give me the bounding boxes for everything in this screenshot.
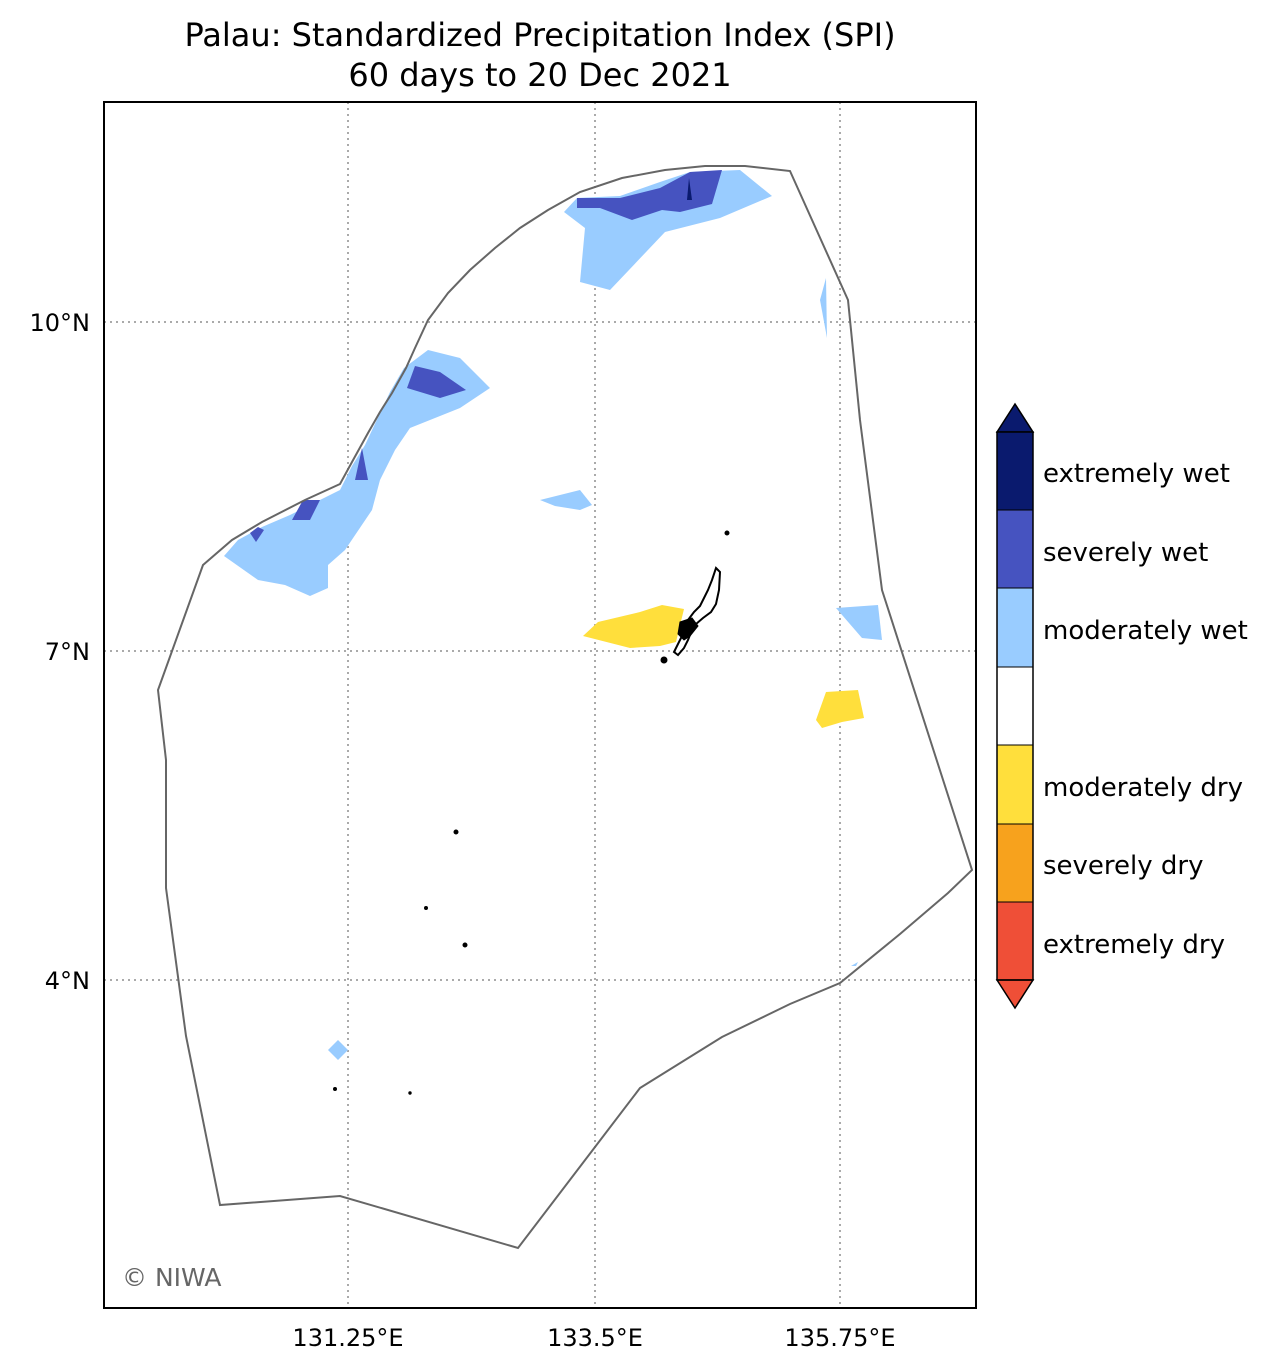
colorbar-segment-extremely-wet <box>997 432 1033 510</box>
severe-wet-west-1 <box>355 448 368 480</box>
spi-colorbar: extremely wet severely wet moderately we… <box>995 402 1248 1010</box>
eez-boundary <box>156 165 974 1250</box>
colorbar-label: severely dry <box>1043 851 1204 881</box>
sonsorol-island <box>453 829 459 835</box>
severely-wet-areas <box>250 170 722 542</box>
babeldaob-island <box>672 566 722 657</box>
wet-area-southeast <box>851 962 858 966</box>
tobi-island <box>333 1087 337 1091</box>
colorbar-segment-normal <box>997 667 1033 745</box>
map-title-line1: Palau: Standardized Precipitation Index … <box>184 16 895 54</box>
severe-wet-west-3 <box>250 527 264 542</box>
extremely-wet-areas <box>687 178 692 200</box>
helen-reef <box>408 1091 412 1095</box>
palau-land <box>333 530 730 1095</box>
moderately-dry-areas <box>583 605 864 728</box>
colorbar-segment-severely-wet <box>997 510 1033 588</box>
colorbar-dividers <box>997 509 1033 903</box>
kayangel-island <box>724 530 730 536</box>
koror-islands <box>677 617 699 641</box>
colorbar-border <box>996 431 1034 981</box>
colorbar-segment-moderately-dry <box>997 745 1033 824</box>
dry-area-east <box>816 690 864 728</box>
peleliu-island <box>660 656 668 664</box>
x-tick-label: 135.75°E <box>784 1324 895 1352</box>
wet-area-central <box>540 490 592 510</box>
y-tick-label: 4°N <box>45 967 90 995</box>
wet-area-northeast <box>820 278 827 338</box>
wet-area-south <box>328 1040 348 1060</box>
dry-area-central <box>583 605 684 648</box>
gridlines <box>104 102 976 1308</box>
colorbar-label: extremely wet <box>1043 459 1230 489</box>
colorbar-extend-top-arrow <box>995 402 1035 433</box>
map-frame <box>103 101 977 1309</box>
colorbar-label: severely wet <box>1043 538 1208 568</box>
pulo-anna-island <box>462 942 468 948</box>
colorbar-label: extremely dry <box>1043 930 1225 960</box>
niwa-credit: © NIWA <box>122 1263 221 1292</box>
colorbar-label: moderately dry <box>1043 773 1243 803</box>
extreme-wet-north <box>687 178 692 200</box>
y-tick-label: 10°N <box>30 309 91 337</box>
fanna-island <box>424 906 428 910</box>
x-tick-label: 133.5°E <box>547 1324 643 1352</box>
colorbar-label: moderately wet <box>1043 616 1248 646</box>
severe-wet-north <box>577 170 722 220</box>
colorbar-segment-extremely-dry <box>997 902 1033 980</box>
severe-wet-northwest <box>407 366 466 398</box>
colorbar-segment-moderately-wet <box>997 588 1033 667</box>
colorbar-extend-bottom-arrow <box>995 979 1035 1010</box>
x-tick-label: 131.25°E <box>292 1324 403 1352</box>
map-title-line2: 60 days to 20 Dec 2021 <box>348 56 731 94</box>
colorbar-segment-severely-dry <box>997 824 1033 902</box>
wet-area-east <box>836 605 882 640</box>
severe-wet-west-2 <box>292 500 320 520</box>
y-tick-label: 7°N <box>45 638 90 666</box>
